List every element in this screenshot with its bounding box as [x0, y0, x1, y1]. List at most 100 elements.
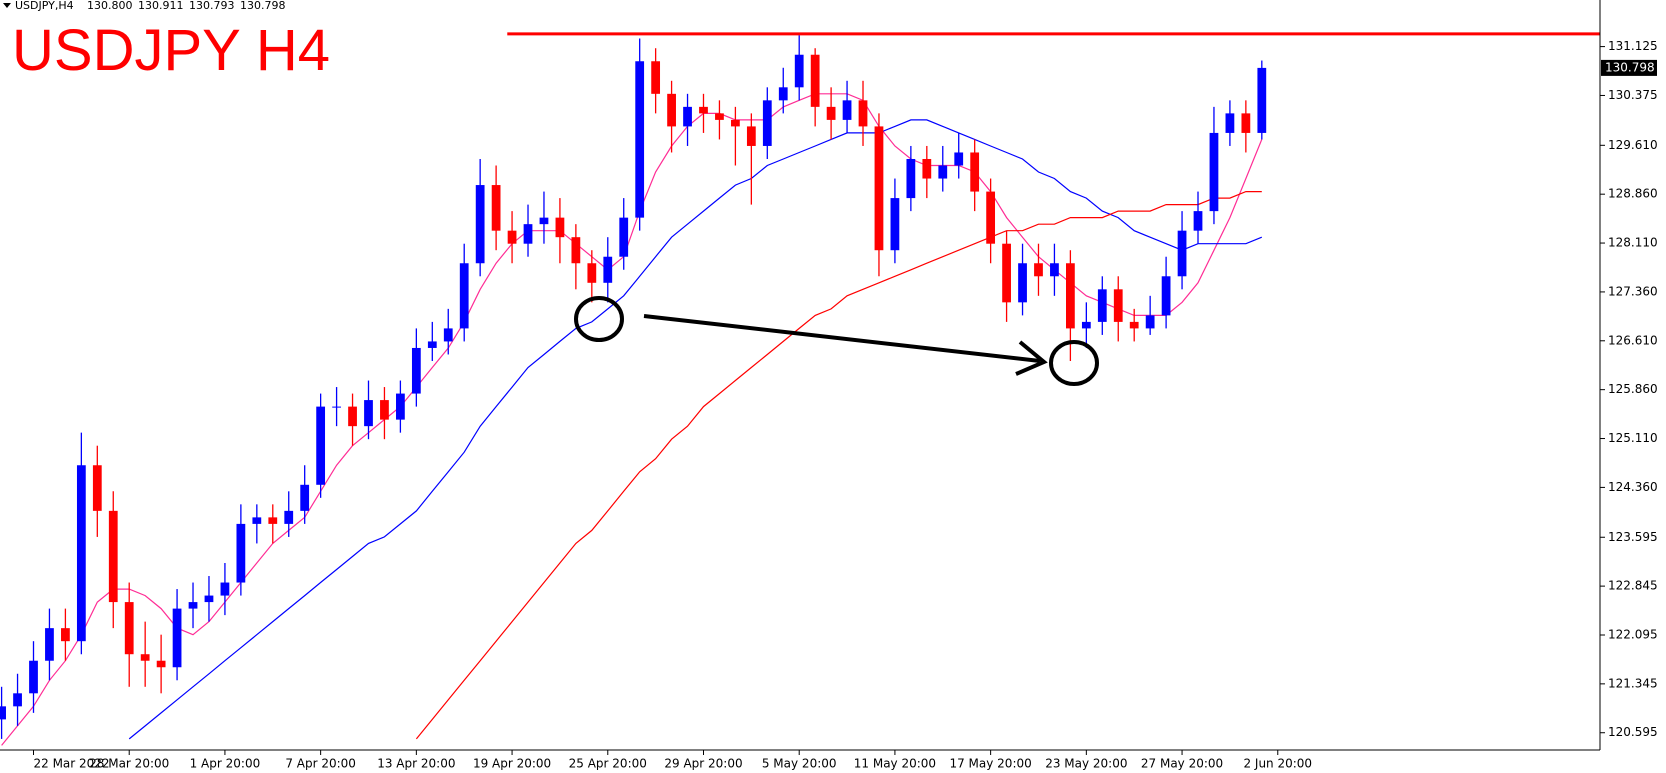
x-tick-label: 17 May 20:00 [949, 757, 1031, 771]
candle-body [874, 126, 884, 251]
y-tick-label: 126.610 [1608, 333, 1658, 347]
candle-body [29, 660, 38, 694]
candle-body [922, 158, 932, 179]
candle-body [507, 230, 517, 244]
candle-body [555, 217, 565, 238]
candle-body [364, 400, 373, 427]
x-tick-label: 13 Apr 20:00 [377, 757, 455, 771]
chart-title: USDJPY H4 [12, 18, 330, 83]
candle-body [1113, 289, 1123, 322]
header-price: 130.800 [87, 0, 133, 12]
candle-body [954, 152, 964, 166]
y-tick-label: 125.860 [1608, 382, 1658, 396]
header-arrow [3, 3, 11, 8]
candle-body [459, 263, 469, 329]
candle-body [475, 185, 485, 264]
candle-body [523, 224, 533, 244]
plot-area [0, 32, 1600, 746]
circle-marker [1049, 340, 1099, 386]
candle-body [1081, 321, 1091, 329]
candle-body [906, 158, 916, 199]
candle-body [699, 106, 708, 114]
x-tick-label: 7 Apr 20:00 [285, 757, 356, 771]
annotations [574, 296, 1099, 386]
candle-body [970, 152, 980, 192]
price-label: 130.798 [1605, 60, 1655, 74]
candle-body [746, 126, 756, 146]
candle-body [571, 237, 581, 264]
x-tick-label: 27 May 20:00 [1141, 757, 1223, 771]
candle-body [1161, 276, 1171, 316]
y-tick-label: 123.595 [1608, 530, 1658, 544]
candle-body [1050, 263, 1059, 277]
symbol: USDJPY,H4 [15, 0, 74, 12]
candle-body [268, 517, 278, 524]
x-tick-label: 19 Apr 20:00 [473, 757, 551, 771]
candle-body [1066, 263, 1075, 329]
candle-body [794, 54, 804, 88]
y-tick-label: 128.860 [1608, 187, 1658, 201]
x-tick-label: 28 Mar 20:00 [89, 757, 169, 771]
moving-average [415, 191, 1262, 740]
candle-body [1193, 211, 1203, 231]
candle-body [204, 595, 214, 603]
candle-body [0, 706, 6, 720]
candle-body [1241, 113, 1251, 133]
candle-body [778, 87, 788, 101]
x-tick-label: 22 Mar 2022 [33, 757, 109, 771]
x-tick-label: 29 Apr 20:00 [664, 757, 742, 771]
candle-body [332, 406, 341, 408]
header-price: 130.911 [138, 0, 184, 12]
y-tick-label: 130.375 [1608, 88, 1658, 102]
header-price: 130.793 [189, 0, 235, 12]
candle-body [603, 256, 613, 283]
candle-body [76, 465, 86, 642]
y-tick-label: 127.360 [1608, 284, 1658, 298]
y-tick-label: 121.345 [1608, 676, 1658, 690]
moving-average [128, 119, 1263, 740]
arrow-shaft [643, 314, 1041, 363]
candle-body [284, 510, 294, 524]
candle-body [220, 582, 230, 596]
candle-body [842, 100, 852, 120]
candle-body [651, 61, 661, 94]
candle-body [156, 660, 166, 668]
candle-body [715, 113, 724, 120]
candle-body [411, 347, 421, 394]
candle-body [1177, 230, 1187, 277]
candle-body [635, 61, 645, 218]
header: USDJPY,H4 130.800 130.911 130.793 130.79… [3, 0, 286, 12]
candle-body [1225, 113, 1235, 133]
y-tick-label: 128.110 [1608, 236, 1658, 250]
candle-body [890, 198, 900, 251]
y-tick-label: 129.610 [1608, 138, 1658, 152]
candle-body [348, 406, 357, 427]
candle-body [683, 106, 692, 127]
candle-body [539, 217, 549, 225]
y-tick-label: 122.845 [1608, 579, 1658, 593]
candle-body [300, 484, 310, 511]
candle-body [1129, 321, 1139, 329]
candle-body [316, 406, 326, 485]
candle-body [938, 165, 948, 179]
candle-body [858, 100, 868, 127]
candle-body [140, 654, 150, 661]
candle-body [491, 185, 501, 231]
y-tick-label: 125.110 [1608, 431, 1658, 445]
y-tick-label: 131.125 [1608, 39, 1658, 53]
x-tick-label: 1 Apr 20:00 [190, 757, 261, 771]
arrow-head [1015, 340, 1048, 376]
candle-body [380, 400, 389, 420]
candle-body [443, 328, 453, 342]
candle-body [252, 517, 262, 524]
y-tick-label: 124.360 [1608, 480, 1658, 494]
circle-marker [574, 296, 624, 342]
candle-body [667, 93, 676, 127]
candle-body [826, 106, 836, 120]
candle-body [986, 191, 996, 244]
candle-body [172, 608, 182, 668]
candle-body [1145, 315, 1155, 329]
x-tick-label: 2 Jun 20:00 [1243, 757, 1312, 771]
x-tick-label: 23 May 20:00 [1045, 757, 1127, 771]
